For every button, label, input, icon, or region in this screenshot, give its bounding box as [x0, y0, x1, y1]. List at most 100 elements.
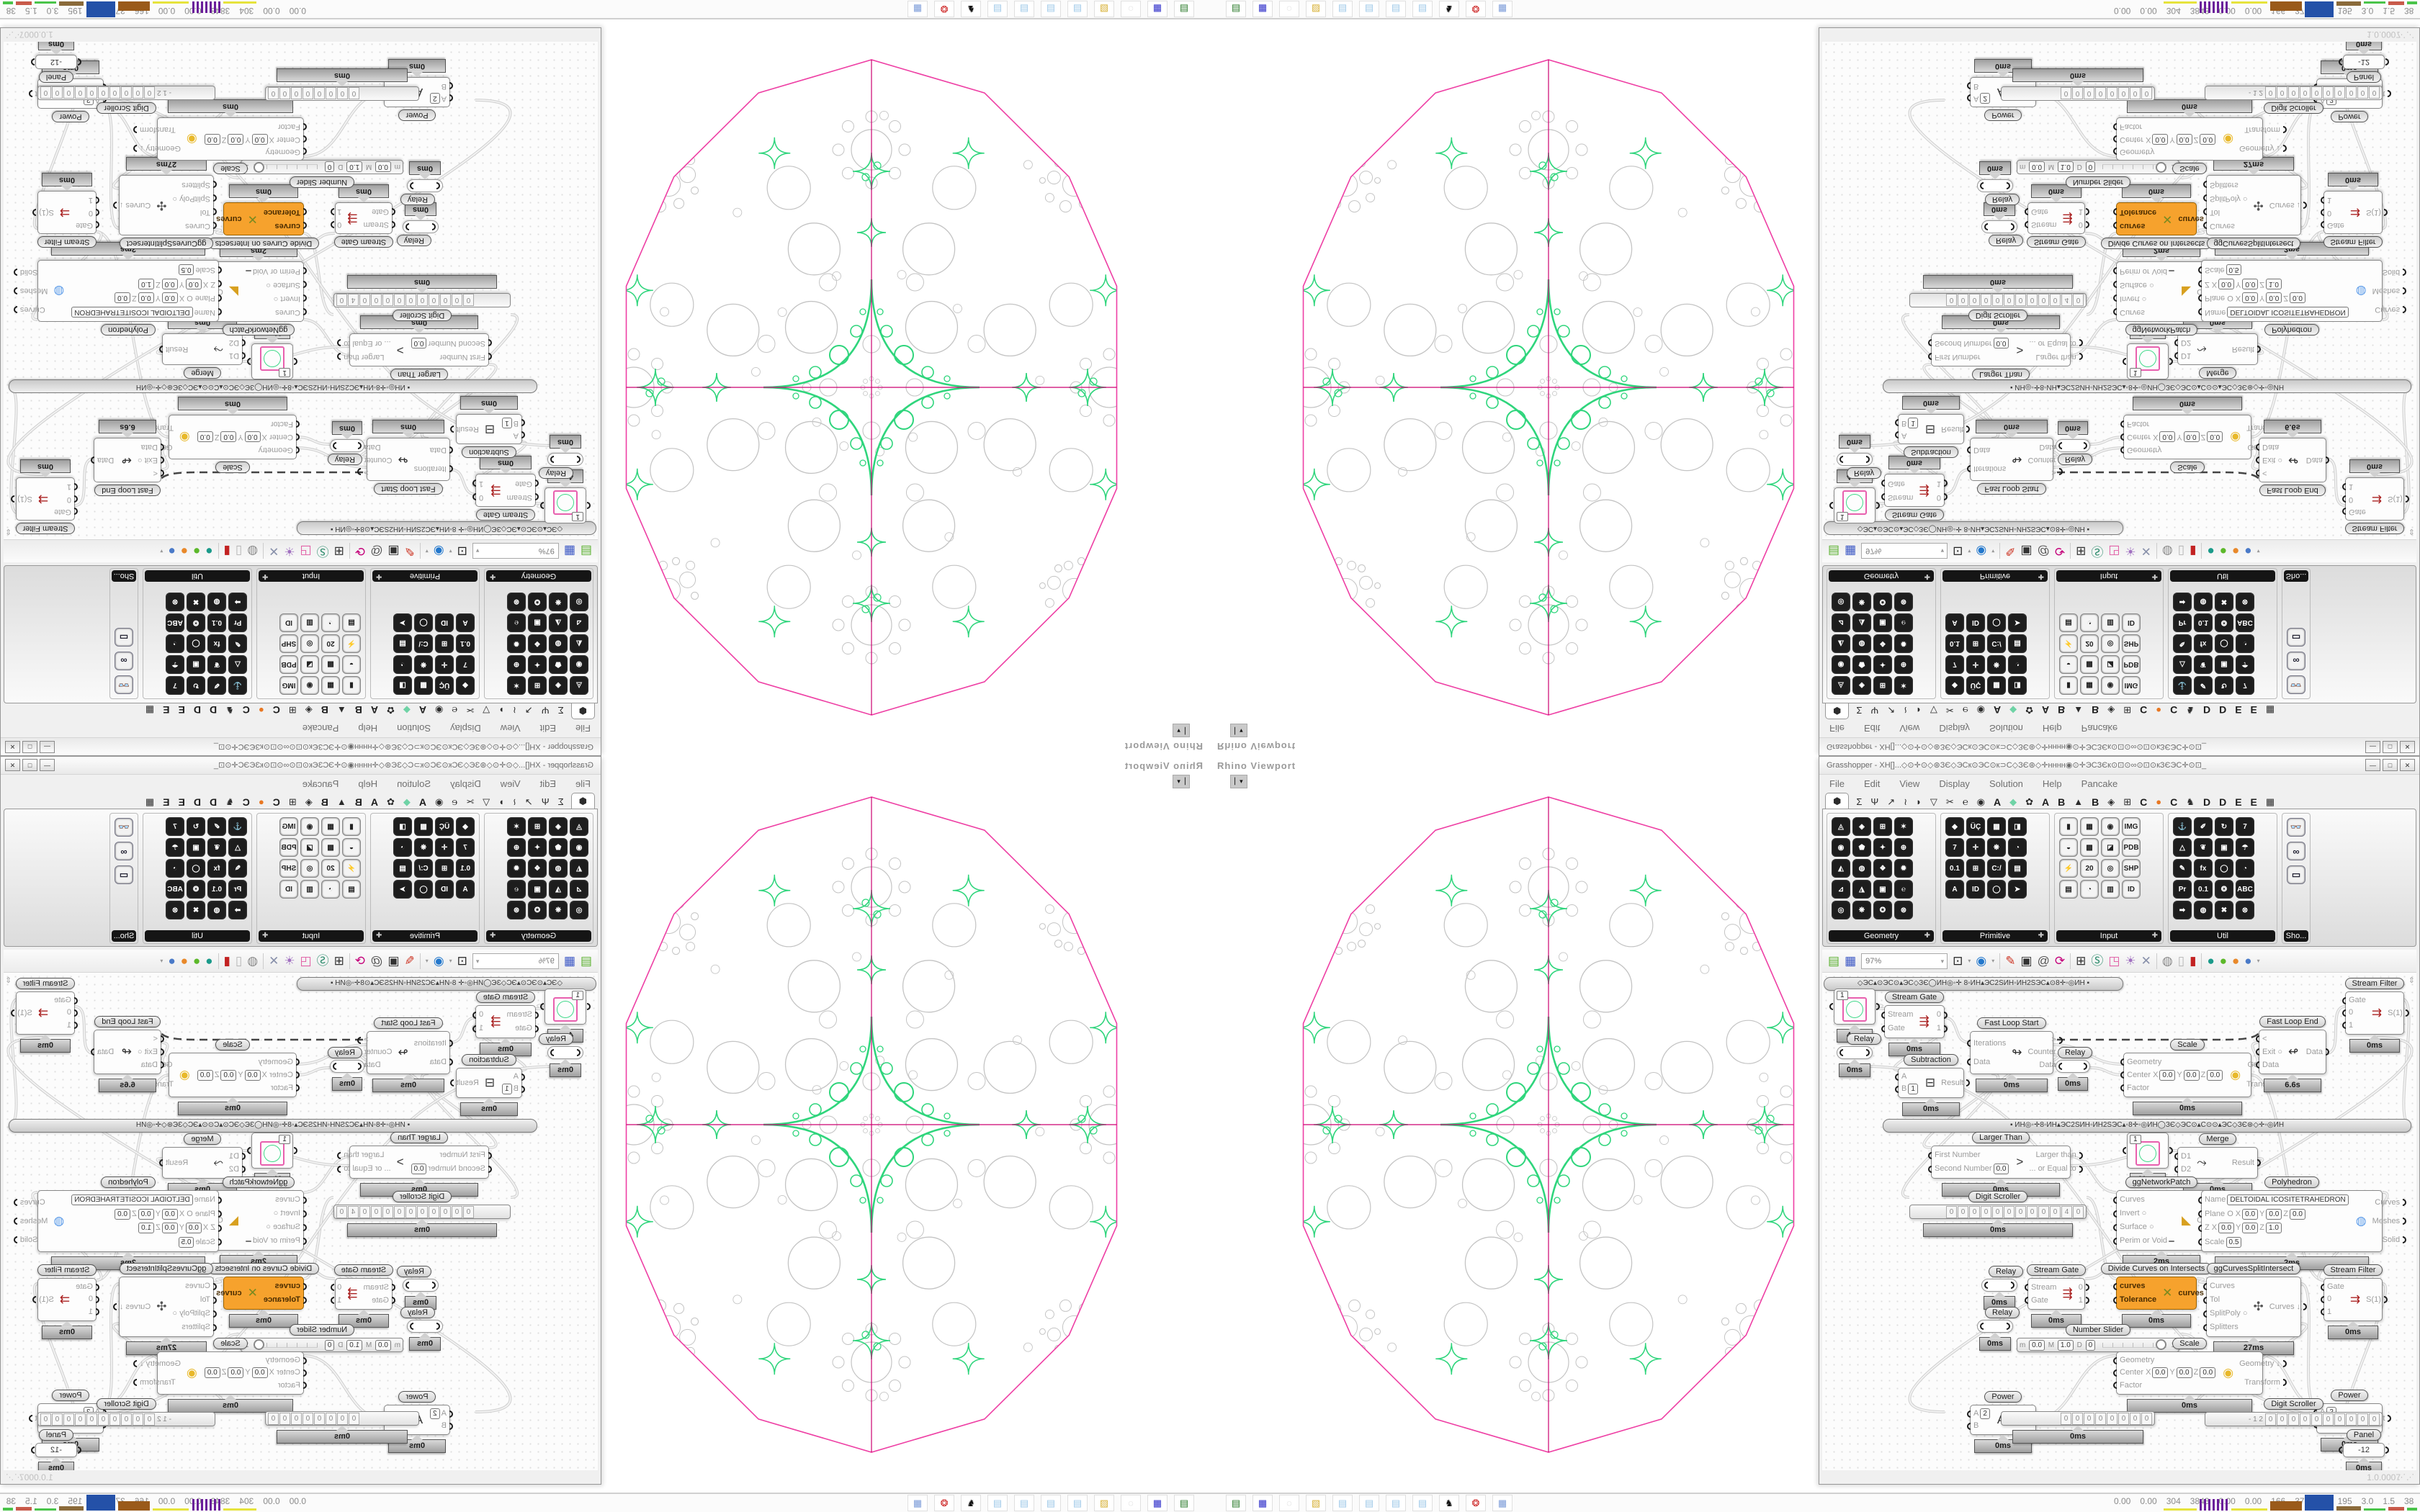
palette-icon[interactable]: ❋: [1987, 838, 2006, 857]
canvas-scroll-icon[interactable]: ⇕: [2408, 976, 2415, 985]
value-box[interactable]: 0.0: [2159, 1069, 2176, 1081]
output-param[interactable]: >: [357, 1035, 369, 1045]
component-body[interactable]: Stream Gate ⇶ 0 1: [2025, 1278, 2089, 1310]
component-label[interactable]: Panel: [38, 1429, 74, 1441]
output-param[interactable]: Curves: [13, 305, 45, 315]
input-param[interactable]: Gate: [2025, 1295, 2048, 1306]
input-nub[interactable]: [1839, 1049, 1843, 1056]
output-param[interactable]: Result: [449, 424, 479, 435]
group-label-bar[interactable]: ▪ ИН◎◦✛8◦ИН▴ЭС2SИН◦ИН2SЭС▴◦8✛◦◎ИН◯ЗЄ◇ЭС⊙…: [9, 379, 537, 393]
output-param[interactable]: S(1): [2388, 494, 2409, 505]
input-nub[interactable]: [2113, 1237, 2117, 1245]
value-box[interactable]: 0.0: [2200, 133, 2216, 145]
cd-icon[interactable]: ◌: [1121, 1, 1141, 17]
palette-icon[interactable]: 7: [166, 817, 184, 836]
digit-cell[interactable]: 0: [440, 294, 451, 307]
input-param[interactable]: Gate: [76, 1282, 99, 1292]
palette-icon[interactable]: ❖: [528, 859, 547, 878]
input-nub[interactable]: [2256, 1061, 2259, 1068]
component-body[interactable]: First Number Second Number 0.0 > Larger tha…: [337, 1146, 492, 1179]
input-nub[interactable]: [2174, 339, 2178, 346]
tab-icon[interactable]: ⬢: [570, 703, 595, 719]
input-param[interactable]: Gate: [372, 207, 395, 217]
component-body[interactable]: Stream Gate ⇶ 0 1: [331, 1278, 395, 1310]
input-param[interactable]: 1: [2342, 481, 2353, 492]
input-param[interactable]: D1: [229, 351, 246, 361]
palette-icon[interactable]: ✶: [1894, 676, 1913, 695]
preview-wire-icon[interactable]: ●: [192, 953, 201, 968]
output-param[interactable]: Curves: [2375, 1197, 2407, 1208]
digit-cell[interactable]: 0: [109, 1413, 120, 1426]
input-param[interactable]: Gate: [2321, 220, 2344, 230]
input-param[interactable]: Gate: [2321, 1282, 2344, 1292]
minimize-button[interactable]: —: [40, 759, 55, 771]
minimize-button[interactable]: —: [2365, 741, 2380, 753]
input-param[interactable]: Surface ○: [2113, 1222, 2154, 1233]
palette-icon[interactable]: ❋: [1987, 655, 2006, 674]
digit-cell[interactable]: 0: [2277, 86, 2287, 99]
palette-icon[interactable]: ▣: [187, 655, 205, 674]
digit-cell[interactable]: 0: [121, 86, 132, 99]
palette-icon[interactable]: ◒: [342, 838, 361, 857]
component-label[interactable]: Relay: [1985, 194, 2020, 205]
output-nub[interactable]: [2403, 1236, 2407, 1243]
open-file-icon[interactable]: ▤: [1828, 953, 1840, 968]
drive-icon[interactable]: ▤: [1174, 1495, 1194, 1511]
output-param[interactable]: Curves ↓: [112, 1302, 151, 1313]
component-label[interactable]: Number Slider: [289, 176, 355, 188]
palette-icon[interactable]: ◈: [1852, 817, 1871, 836]
cat-icon[interactable]: ♞: [1439, 1, 1459, 17]
input-param[interactable]: Curves: [275, 307, 307, 318]
palette-icon[interactable]: ⬟: [549, 655, 568, 674]
digit-cell[interactable]: 0: [2095, 1412, 2106, 1425]
menu-item-file[interactable]: File: [575, 778, 591, 789]
component-label[interactable]: Relay: [1847, 467, 1882, 479]
param-value[interactable]: 1: [1837, 991, 1848, 1000]
value-box[interactable]: 0.0: [375, 1339, 391, 1351]
value-box[interactable]: 0.0: [2183, 1069, 2200, 1081]
component-label[interactable]: ggNetworkPatch: [2125, 1176, 2198, 1188]
tab-letter-E[interactable]: E: [2235, 704, 2242, 716]
output-param[interactable]: 0: [2079, 220, 2089, 230]
component-body[interactable]: Curves Tol SplitPoly ○ Splitters ✣ Curves ↓: [112, 1277, 217, 1337]
input-nub[interactable]: [2120, 433, 2124, 441]
palette-icon[interactable]: ◯: [2215, 859, 2233, 878]
output-param[interactable]: Curves ↓: [2269, 1302, 2308, 1313]
input-nub[interactable]: [2025, 208, 2028, 215]
input-param[interactable]: Factor: [271, 1083, 300, 1094]
question-box-icon[interactable]: ◳: [300, 953, 312, 968]
output-nub[interactable]: [247, 358, 251, 365]
canvas-scroll-icon[interactable]: ⇕: [2408, 527, 2415, 536]
output-param[interactable]: Result: [1941, 1078, 1971, 1089]
component-label[interactable]: Subtraction: [1904, 446, 1958, 458]
component-body[interactable]: Gate 0 1 ⇉ S(1): [2321, 191, 2388, 234]
value-box[interactable]: 0.0: [2266, 292, 2282, 304]
tab-icon[interactable]: ●: [2156, 705, 2162, 716]
input-param[interactable]: Gate: [515, 478, 539, 489]
drive-icon[interactable]: ▤: [1226, 1495, 1246, 1511]
input-param[interactable]: Exit ○: [138, 455, 164, 466]
palette-icon[interactable]: ⊗: [166, 901, 184, 919]
value-box[interactable]: 2: [1980, 1408, 1990, 1419]
goggles-icon[interactable]: 👓: [2287, 818, 2305, 837]
input-param[interactable]: A 2: [429, 93, 453, 104]
search-s-icon[interactable]: Ⓢ: [316, 953, 329, 968]
param-value[interactable]: 1: [279, 1135, 290, 1144]
output-nub[interactable]: [133, 1360, 138, 1367]
output-nub[interactable]: [2282, 1360, 2287, 1367]
tab-letter-D[interactable]: D: [2219, 796, 2227, 808]
component-body[interactable]: Gate 0 1 ⇉ S(1): [32, 191, 99, 234]
input-param[interactable]: 1: [67, 481, 78, 492]
tab-icon[interactable]: ◈: [2107, 705, 2115, 716]
zoom-level-select[interactable]: 97%: [472, 953, 559, 969]
preview-custom-icon[interactable]: ●: [2244, 544, 2252, 559]
menu-item-pancake[interactable]: Pancake: [2081, 723, 2118, 734]
rhino-viewport[interactable]: Rhino Viewport ▏▾: [601, 18, 1210, 756]
input-nub[interactable]: [2113, 1356, 2117, 1364]
output-param[interactable]: Geometry ↓: [2239, 143, 2287, 154]
input-param[interactable]: Tol: [200, 207, 217, 217]
output-param[interactable]: ... or Equal to: [2029, 338, 2083, 348]
output-nub[interactable]: [133, 145, 138, 152]
notepad-icon[interactable]: ▤: [1041, 1, 1061, 17]
